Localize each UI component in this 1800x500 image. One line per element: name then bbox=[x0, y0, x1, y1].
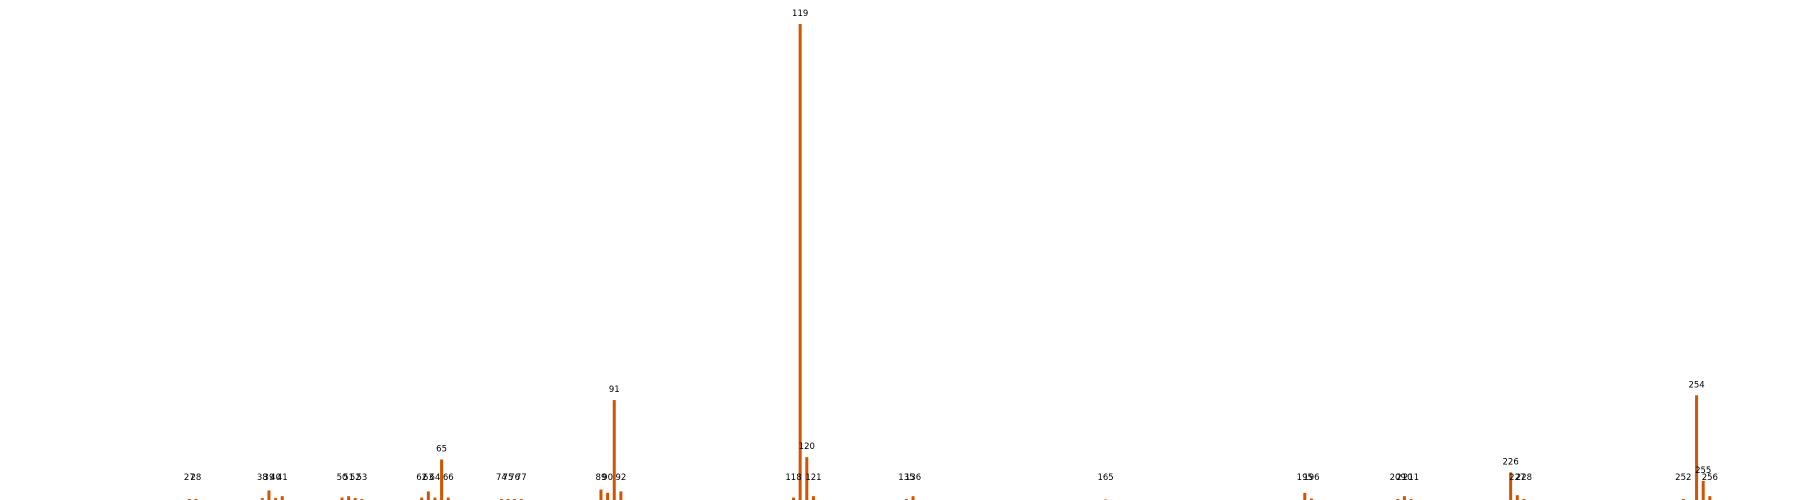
peak-bar-92 bbox=[619, 491, 623, 500]
peak-bar-64 bbox=[433, 497, 437, 500]
peak-bar-65 bbox=[440, 459, 444, 500]
peak-label-50: 50 bbox=[337, 473, 348, 483]
peak-bar-90 bbox=[606, 492, 610, 500]
peak-label-227: 227 bbox=[1509, 473, 1525, 483]
peak-label-209: 209 bbox=[1390, 473, 1406, 483]
peak-label-89: 89 bbox=[596, 473, 607, 483]
peak-label-91: 91 bbox=[609, 385, 620, 395]
peak-label-63: 63 bbox=[423, 473, 434, 483]
peak-label-90: 90 bbox=[602, 473, 613, 483]
peak-label-66: 66 bbox=[443, 473, 454, 483]
peak-bar-121 bbox=[811, 496, 815, 500]
peak-bar-62 bbox=[420, 497, 424, 500]
peak-bar-89 bbox=[599, 489, 603, 500]
peak-label-77: 77 bbox=[516, 473, 527, 483]
peak-bar-51 bbox=[347, 496, 351, 500]
peak-label-27: 27 bbox=[184, 473, 195, 483]
peak-bar-39 bbox=[267, 490, 271, 500]
peak-label-118: 118 bbox=[785, 473, 801, 483]
peak-label-196: 196 bbox=[1303, 473, 1319, 483]
peak-label-121: 121 bbox=[805, 473, 821, 483]
peak-label-120: 120 bbox=[799, 442, 815, 452]
peak-bar-227 bbox=[1515, 495, 1519, 500]
peak-label-252: 252 bbox=[1675, 473, 1691, 483]
peak-bar-91 bbox=[612, 400, 616, 500]
peak-label-165: 165 bbox=[1097, 473, 1113, 483]
peak-label-256: 256 bbox=[1702, 473, 1718, 483]
peak-label-39: 39 bbox=[264, 473, 275, 483]
peak-label-38: 38 bbox=[257, 473, 268, 483]
peak-bar-255 bbox=[1701, 480, 1705, 500]
peak-label-75: 75 bbox=[503, 473, 514, 483]
peak-label-255: 255 bbox=[1695, 466, 1711, 476]
peak-label-62: 62 bbox=[416, 473, 427, 483]
peak-bar-226 bbox=[1509, 472, 1513, 500]
peak-bars bbox=[187, 24, 1712, 500]
peak-label-53: 53 bbox=[357, 473, 368, 483]
peak-bar-118 bbox=[792, 497, 796, 500]
peak-bar-63 bbox=[426, 491, 430, 500]
peak-bar-38 bbox=[260, 498, 264, 500]
peak-label-28: 28 bbox=[191, 473, 202, 483]
peak-bar-119 bbox=[798, 24, 802, 500]
peak-label-64: 64 bbox=[430, 473, 441, 483]
peak-bar-196 bbox=[1309, 498, 1313, 500]
peak-bar-195 bbox=[1303, 492, 1307, 500]
peak-label-74: 74 bbox=[496, 473, 507, 483]
peak-bar-254 bbox=[1695, 395, 1699, 500]
peak-label-76: 76 bbox=[509, 473, 520, 483]
peak-bar-120 bbox=[805, 457, 809, 500]
peak-bar-41 bbox=[280, 496, 284, 500]
peak-bar-40 bbox=[274, 498, 278, 500]
peak-label-254: 254 bbox=[1688, 380, 1704, 390]
peak-label-52: 52 bbox=[350, 473, 361, 483]
peak-label-119: 119 bbox=[792, 9, 808, 19]
peak-label-211: 211 bbox=[1403, 473, 1419, 483]
peak-label-195: 195 bbox=[1297, 473, 1313, 483]
peak-bar-66 bbox=[446, 497, 450, 500]
peak-label-228: 228 bbox=[1516, 473, 1532, 483]
peak-label-65: 65 bbox=[436, 445, 447, 455]
peak-label-210: 210 bbox=[1396, 473, 1412, 483]
peak-bar-52 bbox=[353, 498, 357, 500]
peak-label-41: 41 bbox=[277, 473, 288, 483]
peak-label-136: 136 bbox=[905, 473, 921, 483]
peak-label-40: 40 bbox=[270, 473, 281, 483]
peak-bar-50 bbox=[340, 497, 344, 500]
peak-bar-256 bbox=[1708, 496, 1712, 500]
peak-bar-136 bbox=[911, 496, 915, 500]
peak-label-51: 51 bbox=[343, 473, 354, 483]
peak-bar-210 bbox=[1402, 496, 1406, 500]
peak-label-226: 226 bbox=[1503, 457, 1519, 467]
peak-label-135: 135 bbox=[898, 473, 914, 483]
peak-label-92: 92 bbox=[615, 473, 626, 483]
